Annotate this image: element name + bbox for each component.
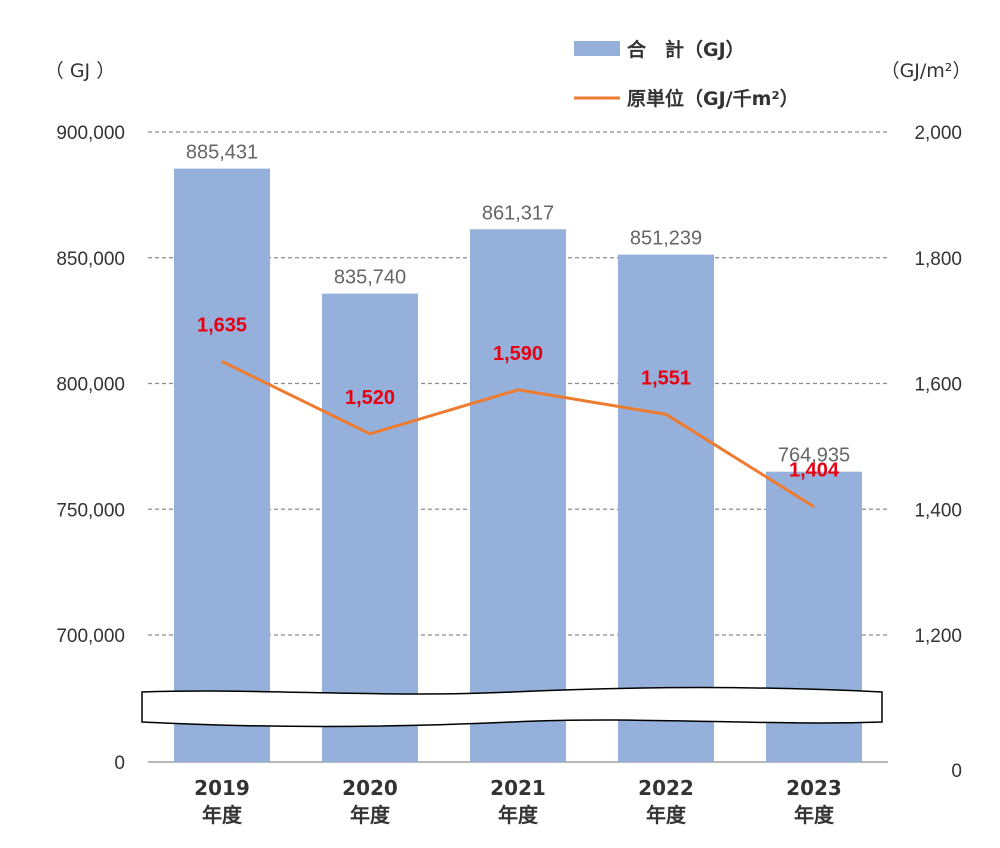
y-right-tick-label: 1,200 xyxy=(914,626,962,647)
legend-label-bar: 合 計（GJ） xyxy=(627,38,745,61)
line-value-label: 1,520 xyxy=(345,387,395,409)
y-left-tick-label: 850,000 xyxy=(56,249,125,270)
bar xyxy=(618,254,714,762)
x-tick-label-line: 2021 xyxy=(490,776,546,800)
y-left-tick-label: 750,000 xyxy=(56,500,125,521)
x-tick-label-line: 年度 xyxy=(498,803,539,827)
axes: 900,000 850,000 800,000 750,000 700,000 0 2,00… xyxy=(45,60,972,827)
data-labels: 885,431 835,740 861,317 851,239 764,935 1,635… xyxy=(186,142,850,482)
bar-value-label: 835,740 xyxy=(334,267,406,289)
bar-value-label: 764,935 xyxy=(778,445,850,467)
legend-swatch-bar xyxy=(574,41,620,56)
line-value-label: 1,590 xyxy=(493,343,543,365)
y-right-tick-label: 1,400 xyxy=(914,500,962,521)
y-left-tick-label: 900,000 xyxy=(56,123,125,144)
x-tick-label-line: 2019 xyxy=(194,776,250,800)
line-value-label: 1,404 xyxy=(789,460,840,482)
y-left-tick-label: 800,000 xyxy=(56,375,125,396)
legend-label-line: 原単位（GJ/千m²） xyxy=(627,87,799,110)
x-tick-label: 2019 年度 xyxy=(194,776,250,827)
y-right-tick-label: 2,000 xyxy=(914,123,962,144)
y-right-unit-label: （GJ/m²） xyxy=(881,60,972,82)
x-tick-label: 2023 年度 xyxy=(786,776,842,827)
x-tick-label-line: 年度 xyxy=(202,803,243,827)
y-left-tick-label: 0 xyxy=(114,753,125,774)
x-tick-label-line: 年度 xyxy=(350,803,391,827)
y-left-tick-label: 700,000 xyxy=(56,626,125,647)
line-value-label: 1,635 xyxy=(197,314,247,336)
bar-value-label: 861,317 xyxy=(482,202,554,224)
bar xyxy=(470,229,566,763)
x-tick-label-line: 2022 xyxy=(638,776,694,800)
legend: 合 計（GJ） 原単位（GJ/千m²） xyxy=(574,38,799,110)
x-tick-label-line: 2023 xyxy=(786,776,842,800)
x-tick-label-line: 年度 xyxy=(794,803,835,827)
bar xyxy=(174,168,270,762)
x-tick-label: 2022 年度 xyxy=(638,776,694,827)
line-value-label: 1,551 xyxy=(641,367,691,389)
bar xyxy=(322,293,418,762)
x-tick-label-line: 年度 xyxy=(646,803,687,827)
axis-break xyxy=(141,686,883,728)
x-tick-label-line: 2020 xyxy=(342,776,398,800)
bar-value-label: 885,431 xyxy=(186,142,258,164)
y-right-tick-label: 0 xyxy=(951,761,962,782)
line-series xyxy=(221,360,815,509)
x-tick-label: 2021 年度 xyxy=(490,776,546,827)
x-tick-label: 2020 年度 xyxy=(342,776,398,827)
bar-value-label: 851,239 xyxy=(630,228,702,250)
y-left-unit-label: （ GJ ） xyxy=(45,60,115,82)
y-right-tick-label: 1,800 xyxy=(914,249,962,270)
y-right-tick-label: 1,600 xyxy=(914,375,962,396)
axis-break-band xyxy=(141,686,883,728)
